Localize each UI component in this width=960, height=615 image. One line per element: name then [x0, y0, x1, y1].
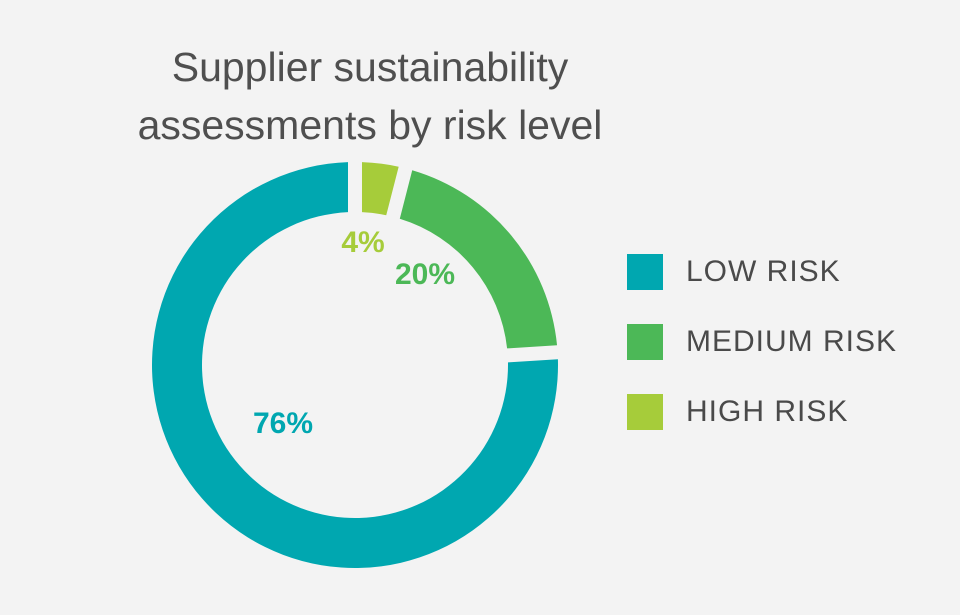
legend-label-medium-risk: MEDIUM RISK [686, 325, 898, 358]
slice-label-low-risk: 76% [253, 407, 313, 440]
legend-swatch-medium-risk [627, 324, 663, 360]
chart-title: Supplier sustainability assessments by r… [60, 38, 680, 154]
legend-item-low-risk: LOW RISK [627, 254, 897, 290]
legend-swatch-high-risk [627, 394, 663, 430]
chart-title-line-2: assessments by risk level [137, 102, 603, 148]
chart-legend: LOW RISK MEDIUM RISK HIGH RISK [627, 254, 897, 464]
legend-label-high-risk: HIGH RISK [686, 395, 849, 428]
legend-label-low-risk: LOW RISK [686, 255, 841, 288]
slice-label-high-risk: 4% [341, 226, 384, 259]
legend-item-high-risk: HIGH RISK [627, 394, 897, 430]
legend-swatch-low-risk [627, 254, 663, 290]
slice-medium-risk [399, 170, 558, 349]
slice-high-risk [361, 162, 399, 216]
chart-title-line-1: Supplier sustainability [171, 44, 569, 90]
legend-item-medium-risk: MEDIUM RISK [627, 324, 897, 360]
slice-label-medium-risk: 20% [395, 258, 455, 291]
